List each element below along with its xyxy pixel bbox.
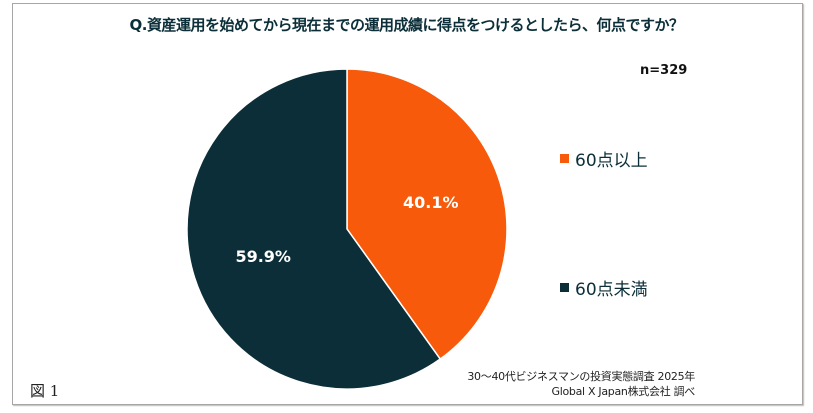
source-line: Global X Japan株式会社 調べ [551,385,696,398]
legend-label: 60点以上 [575,151,648,171]
sample-size: n=329 [640,63,688,78]
legend-swatch [560,283,569,292]
source-note: 30～40代ビジネスマンの投資実態調査 2025年 Global X Japan株… [467,369,695,399]
figure-label: 図 1 [30,382,60,400]
chart-title: Q.資産運用を始めてから現在までの運用成績に得点をつけるとしたら、何点ですか？ [129,16,684,34]
legend-item: 60点以上 [560,146,648,171]
legend-item: 60点未満 [560,275,648,300]
data-label: 59.9% [235,247,291,266]
legend-swatch [560,154,569,163]
legend-label: 60点未満 [575,280,648,300]
pie-slice [346,68,508,361]
data-label: 40.1% [403,193,459,212]
pie-slice [186,68,442,390]
source-line: 30～40代ビジネスマンの投資実態調査 2025年 [467,370,695,383]
chart-frame [12,3,803,405]
